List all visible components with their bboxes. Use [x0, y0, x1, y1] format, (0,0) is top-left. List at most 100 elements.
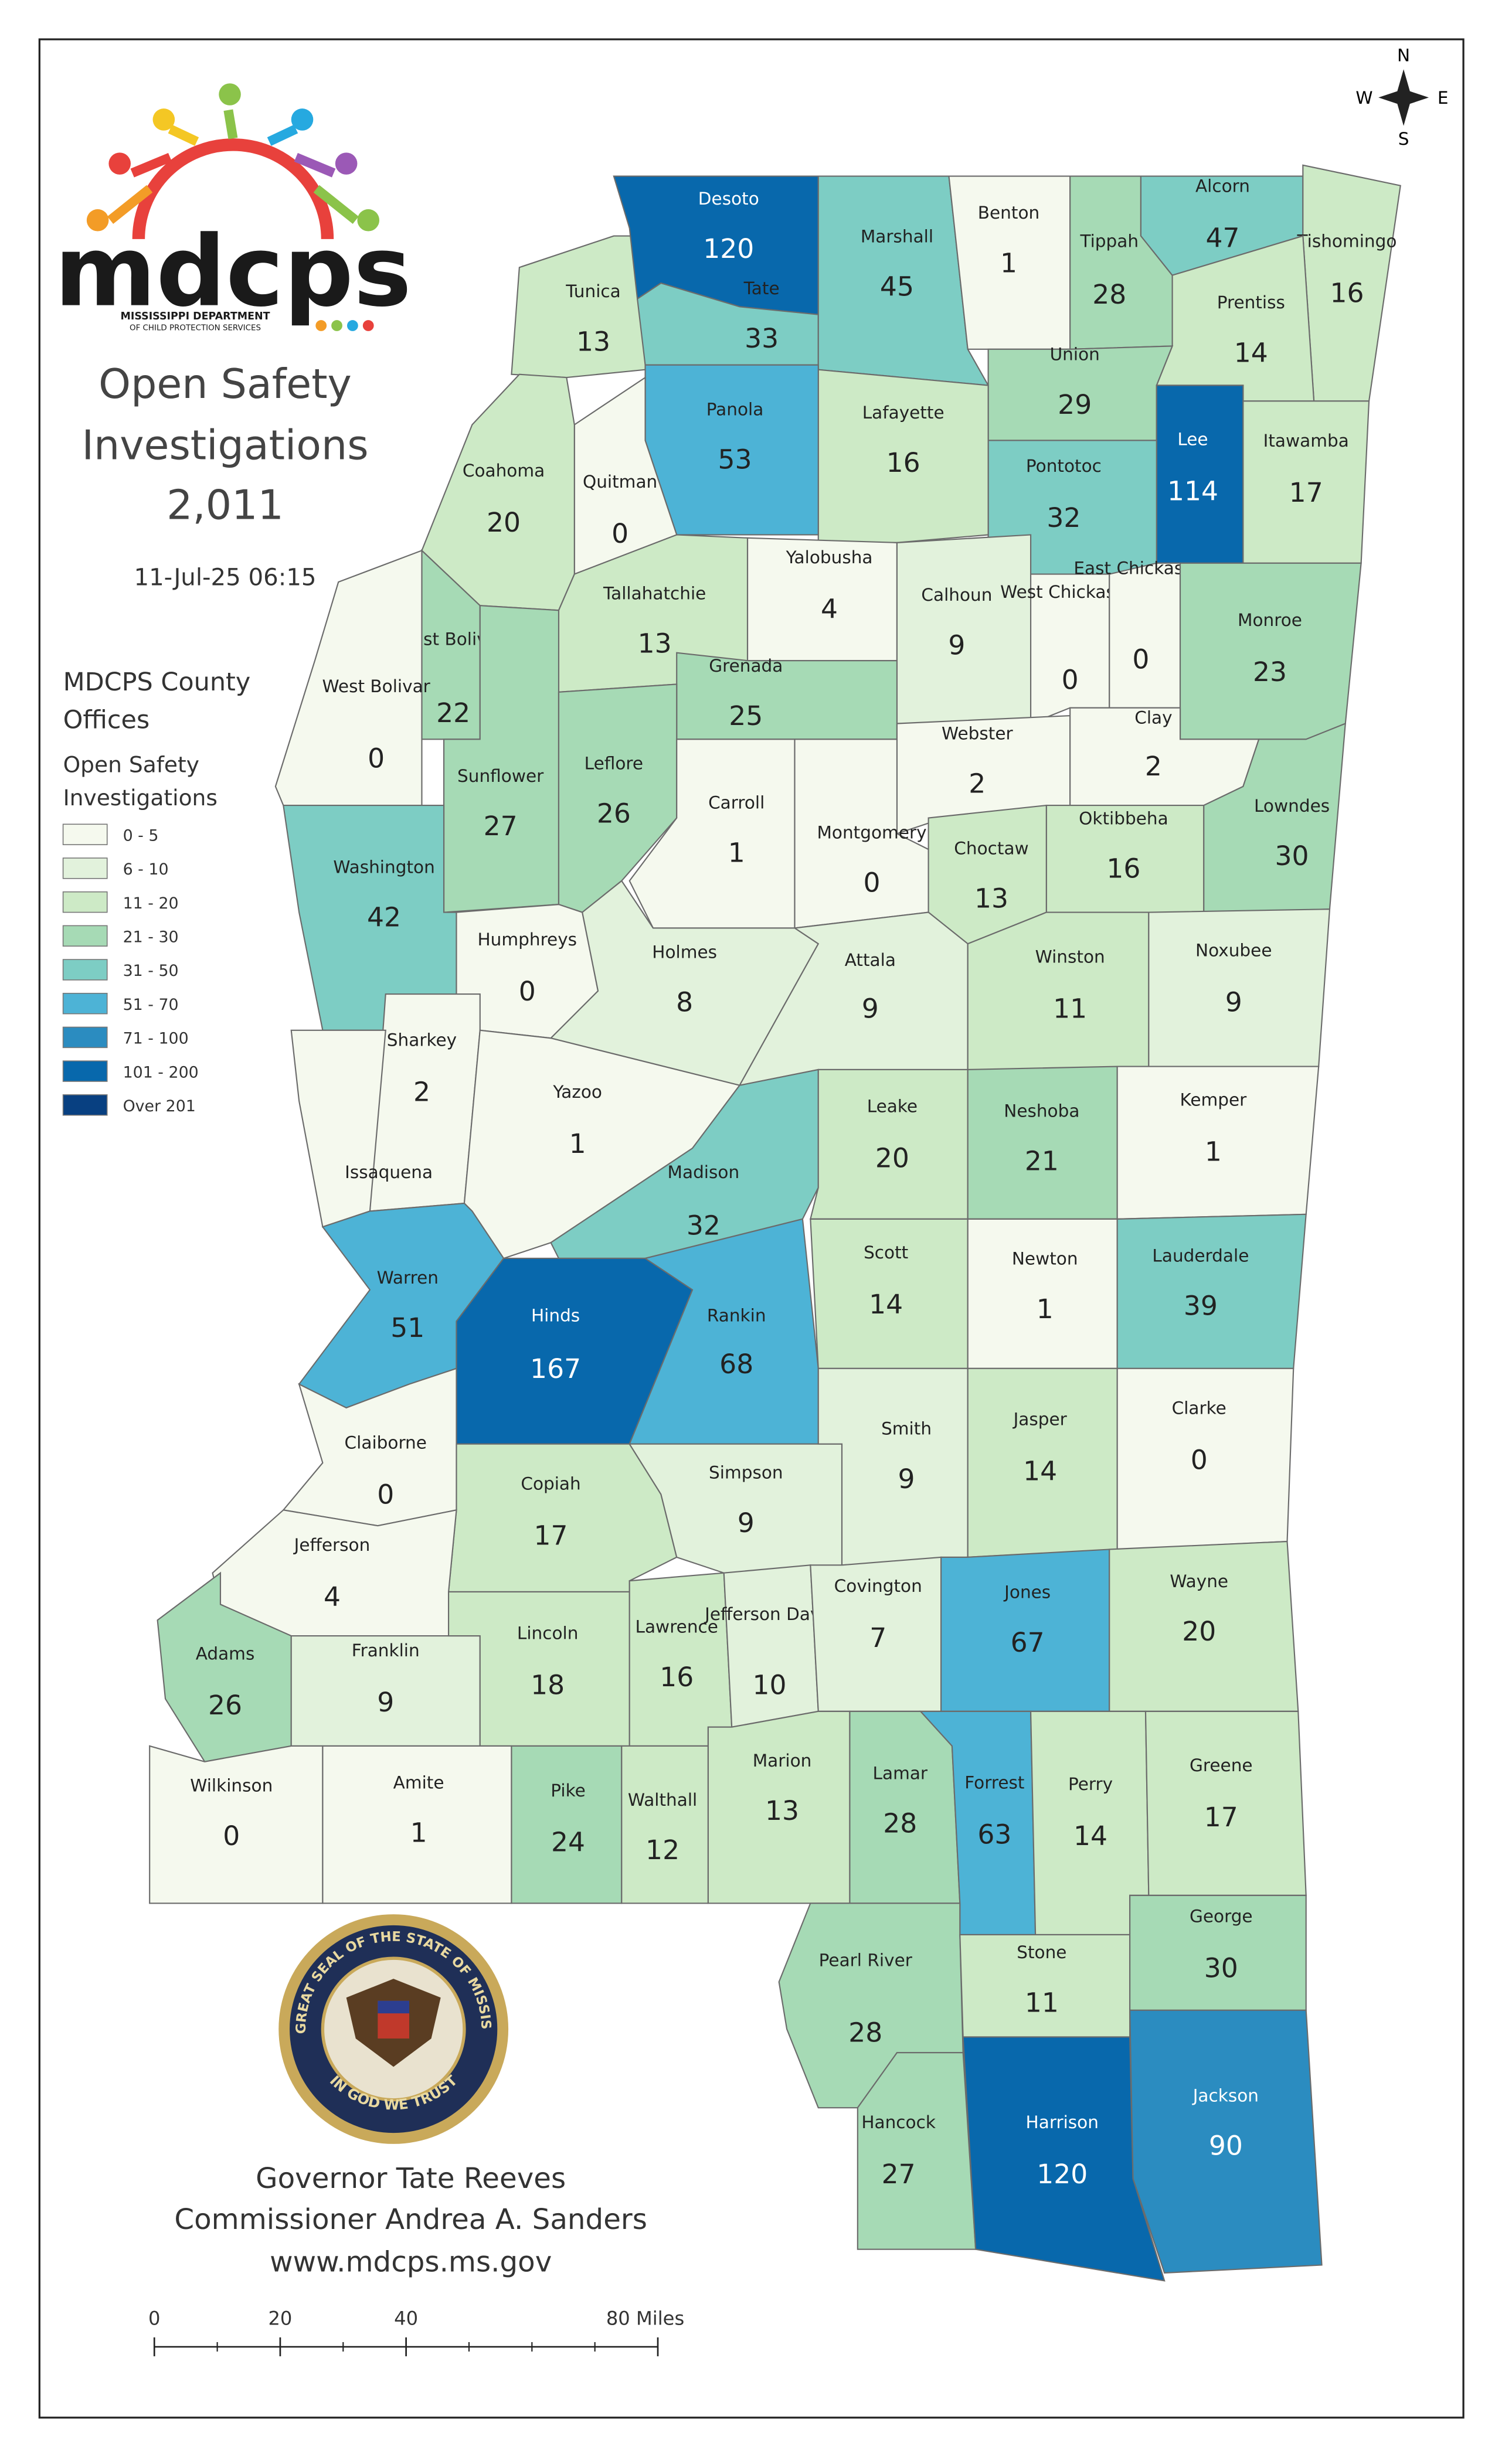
county-value: 28 — [883, 1808, 917, 1839]
legend-label: 71 - 100 — [123, 1030, 189, 1048]
county-value: 28 — [848, 2017, 882, 2048]
county-value: 9 — [898, 1464, 915, 1495]
legend-title: MDCPS County — [63, 668, 251, 697]
county-name: Lawrence — [636, 1617, 718, 1637]
county-value: 14 — [869, 1289, 903, 1320]
county-name: Franklin — [352, 1641, 420, 1660]
logo-wordmark: mdcps — [55, 216, 412, 329]
timestamp: 11-Jul-25 06:15 — [134, 564, 316, 591]
county-name: Kemper — [1180, 1090, 1247, 1110]
county-shape — [1179, 562, 1362, 740]
county-value: 1 — [728, 838, 745, 869]
county-name: Tippah — [1079, 231, 1139, 251]
county-value: 14 — [1023, 1455, 1057, 1486]
county-name: Walthall — [628, 1790, 697, 1810]
legend-label: 21 - 30 — [123, 928, 179, 947]
compass-s: S — [1398, 129, 1409, 149]
county-name: Montgomery — [817, 822, 926, 842]
county-shape — [723, 1564, 819, 1728]
county-value: 4 — [324, 1581, 341, 1612]
county-name: Jackson — [1192, 2085, 1259, 2105]
county-value: 53 — [718, 444, 752, 475]
county-name: Monroe — [1238, 610, 1302, 630]
county-value: 13 — [765, 1795, 799, 1826]
county-name: Hinds — [531, 1305, 580, 1325]
county-name: Neshoba — [1004, 1101, 1079, 1121]
county-name: Choctaw — [954, 838, 1028, 858]
county-shape — [962, 2036, 1166, 2282]
county-name: Marshall — [861, 226, 933, 246]
county-name: Clarke — [1172, 1398, 1226, 1418]
county-name: Webster — [942, 723, 1013, 743]
logo-line: MISSISSIPPI DEPARTMENT — [121, 311, 270, 322]
county-value: 8 — [676, 987, 693, 1018]
county-value: 9 — [948, 629, 965, 661]
county-name: Tallahatchie — [603, 583, 706, 603]
legend-swatch — [62, 959, 108, 981]
legend-label: 11 - 20 — [123, 894, 179, 913]
county-value: 0 — [1132, 644, 1149, 675]
county-name: Holmes — [652, 942, 717, 962]
county-value: 14 — [1234, 337, 1268, 368]
county-shape — [1129, 2009, 1323, 2274]
county-value: 32 — [687, 1210, 721, 1241]
scale-label: 80 Miles — [606, 2308, 684, 2330]
county-name: Lowndes — [1254, 796, 1330, 816]
county-value: 29 — [1058, 389, 1092, 420]
legend-swatch — [62, 992, 108, 1015]
county-name: Humphreys — [477, 930, 577, 949]
county-name: Lafayette — [862, 403, 944, 423]
county-name: Stone — [1017, 1942, 1066, 1962]
county-value: 90 — [1209, 2131, 1243, 2162]
county-shape — [857, 2052, 977, 2250]
county-value: 25 — [729, 700, 763, 731]
county-value: 18 — [531, 1669, 565, 1700]
legend-label: 51 - 70 — [123, 996, 179, 1014]
county-name: Marion — [753, 1751, 812, 1771]
county-value: 2 — [969, 768, 986, 799]
county-name: Lincoln — [517, 1623, 579, 1643]
legend-swatch — [62, 925, 108, 947]
title-line: Open Safety — [98, 360, 352, 408]
county-value: 23 — [1253, 656, 1287, 688]
county-shape — [511, 1745, 623, 1904]
title-line: Investigations — [81, 422, 368, 469]
county-value: 1 — [1205, 1136, 1222, 1168]
legend-label: 101 - 200 — [123, 1063, 199, 1081]
county-value: 27 — [484, 811, 518, 842]
county-name: Benton — [978, 203, 1039, 223]
county-layer: Tunica13Desoto120Tate33Marshall45Benton1… — [149, 164, 1401, 2282]
county-value: 68 — [719, 1349, 753, 1380]
county-value: 30 — [1204, 1952, 1238, 1983]
county-name: Claiborne — [345, 1433, 427, 1453]
county-value: 22 — [436, 697, 470, 729]
county-value: 2 — [1145, 751, 1162, 782]
county-value: 28 — [1092, 279, 1126, 310]
county-value: 13 — [638, 628, 672, 659]
county-value: 16 — [660, 1662, 694, 1693]
county-value: 39 — [1184, 1291, 1218, 1322]
county-name: Leflore — [585, 753, 643, 773]
county-name: Prentiss — [1217, 292, 1285, 312]
county-value: 20 — [875, 1142, 909, 1173]
county-name: Issaquena — [345, 1162, 433, 1182]
county-name: Pike — [551, 1781, 586, 1801]
footer-line: Commissioner Andrea A. Sanders — [174, 2203, 647, 2236]
county-value: 67 — [1011, 1627, 1045, 1658]
county-value: 33 — [745, 323, 779, 354]
county-value: 17 — [1289, 477, 1323, 508]
county-value: 1 — [1037, 1294, 1054, 1325]
legend-swatch — [62, 1026, 108, 1049]
county-value: 14 — [1073, 1820, 1107, 1852]
county-value: 16 — [1106, 853, 1140, 884]
county-name: Copiah — [521, 1473, 580, 1493]
county-value: 13 — [576, 326, 610, 357]
county-name: Sunflower — [457, 766, 544, 786]
county-name: Quitman — [583, 472, 657, 492]
county-name: Wayne — [1170, 1571, 1228, 1591]
county-name: Desoto — [698, 189, 759, 209]
county-value: 120 — [1037, 2159, 1088, 2190]
county-name: Tunica — [565, 281, 620, 301]
legend-swatch — [62, 857, 108, 879]
